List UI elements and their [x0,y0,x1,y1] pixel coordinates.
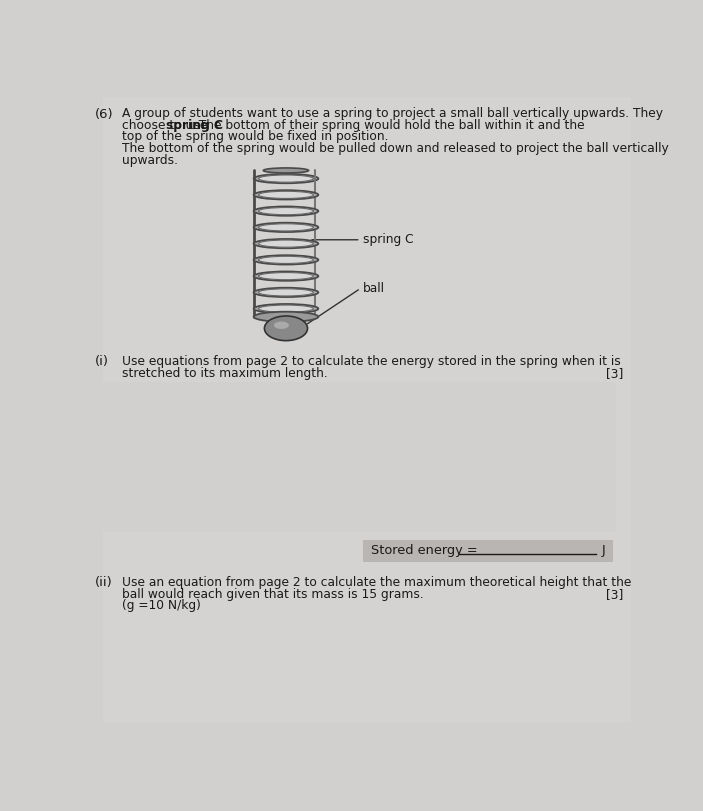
Text: top of the spring would be fixed in position.: top of the spring would be fixed in posi… [122,131,389,144]
Ellipse shape [259,240,314,247]
Text: [3]: [3] [606,367,624,380]
Ellipse shape [259,272,314,280]
Text: (6): (6) [95,108,114,121]
Text: spring C: spring C [363,234,413,247]
Ellipse shape [259,256,314,264]
Ellipse shape [259,191,314,199]
Ellipse shape [254,223,318,232]
Ellipse shape [259,175,314,182]
Text: Use an equation from page 2 to calculate the maximum theoretical height that the: Use an equation from page 2 to calculate… [122,577,631,590]
Text: Stored energy =: Stored energy = [370,544,477,557]
Ellipse shape [273,321,289,329]
Ellipse shape [254,272,318,281]
Ellipse shape [254,191,318,200]
Text: A group of students want to use a spring to project a small ball vertically upwa: A group of students want to use a spring… [122,107,663,120]
Ellipse shape [254,311,318,322]
Text: [3]: [3] [606,588,624,601]
Text: (i): (i) [95,355,109,368]
Ellipse shape [259,208,314,215]
Ellipse shape [264,168,309,173]
Bar [363,540,613,562]
Text: (ii): (ii) [95,577,112,590]
Ellipse shape [254,255,318,264]
Text: upwards.: upwards. [122,153,178,166]
Ellipse shape [254,239,318,248]
Ellipse shape [264,316,307,341]
Ellipse shape [254,288,318,297]
Ellipse shape [254,174,318,183]
Ellipse shape [254,304,318,313]
Ellipse shape [259,224,314,231]
Text: The bottom of the spring would be pulled down and released to project the ball v: The bottom of the spring would be pulled… [122,142,669,155]
Text: stretched to its maximum length.: stretched to its maximum length. [122,367,328,380]
Bar [103,382,617,532]
Ellipse shape [254,207,318,216]
Text: J: J [602,544,605,557]
Text: ball: ball [363,281,385,294]
Text: ball would reach given that its mass is 15 grams.: ball would reach given that its mass is … [122,588,424,601]
Text: (g =10 N/kg): (g =10 N/kg) [122,599,201,612]
Ellipse shape [259,289,314,296]
Ellipse shape [259,305,314,312]
Text: spring C: spring C [166,119,223,132]
Text: Use equations from page 2 to calculate the energy stored in the spring when it i: Use equations from page 2 to calculate t… [122,355,621,368]
Text: . The bottom of their spring would hold the ball within it and the: . The bottom of their spring would hold … [191,119,584,132]
Text: choose to use: choose to use [122,119,211,132]
